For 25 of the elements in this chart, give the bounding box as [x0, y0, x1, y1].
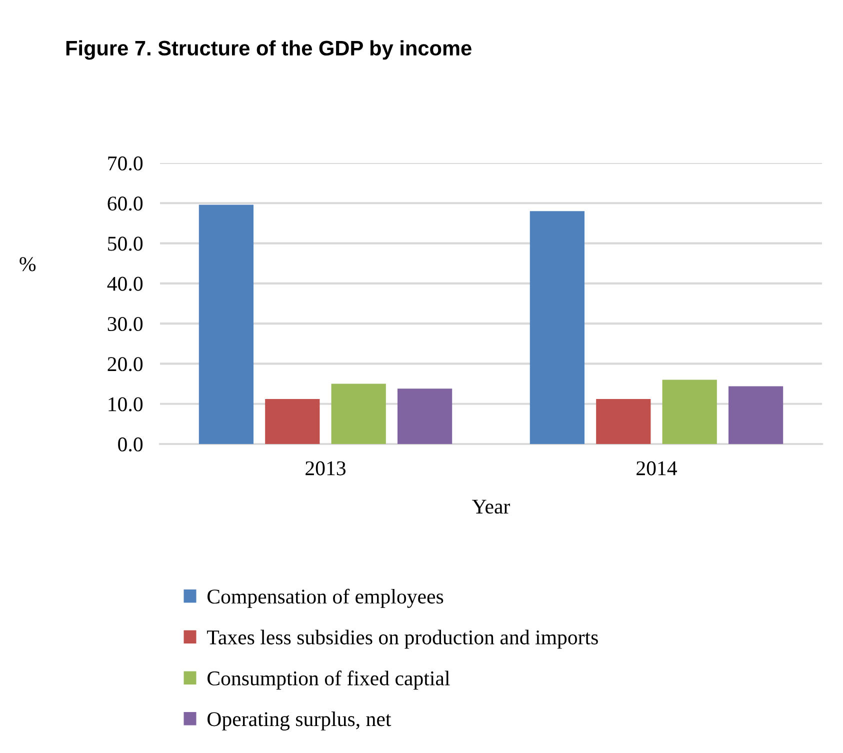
bar	[728, 386, 784, 444]
y-tick-label: 50.0	[108, 236, 143, 251]
bar	[265, 399, 320, 444]
y-tick-label: 20.0	[108, 357, 143, 372]
bar	[331, 384, 386, 444]
bar	[596, 399, 651, 444]
bar	[198, 204, 254, 444]
y-tick-label: 40.0	[107, 276, 143, 291]
bar	[397, 388, 452, 444]
legend-label: Taxes less subsidies on production and imports	[207, 630, 598, 649]
x-tick-label: 2013	[306, 461, 346, 476]
legend-label: Compensation of employees	[208, 588, 444, 608]
legend-label: Consumption of fixed captial	[208, 670, 450, 690]
y-axis-title: %	[20, 257, 36, 272]
legend-label: Operating surplus, net	[208, 712, 392, 730]
y-tick-label: 0.0	[118, 437, 143, 452]
y-tick-label: 70.0	[108, 156, 143, 171]
bar	[530, 211, 585, 444]
x-axis-title: Year	[472, 500, 510, 514]
y-tick-label: 30.0	[108, 316, 143, 332]
y-tick-label: 10.0	[108, 397, 143, 412]
x-tick-label: 2014	[636, 461, 678, 476]
bar	[662, 380, 717, 444]
chart-title: Figure 7. Structure of the GDP by income	[66, 40, 472, 60]
y-tick-label: 60.0	[108, 196, 143, 211]
